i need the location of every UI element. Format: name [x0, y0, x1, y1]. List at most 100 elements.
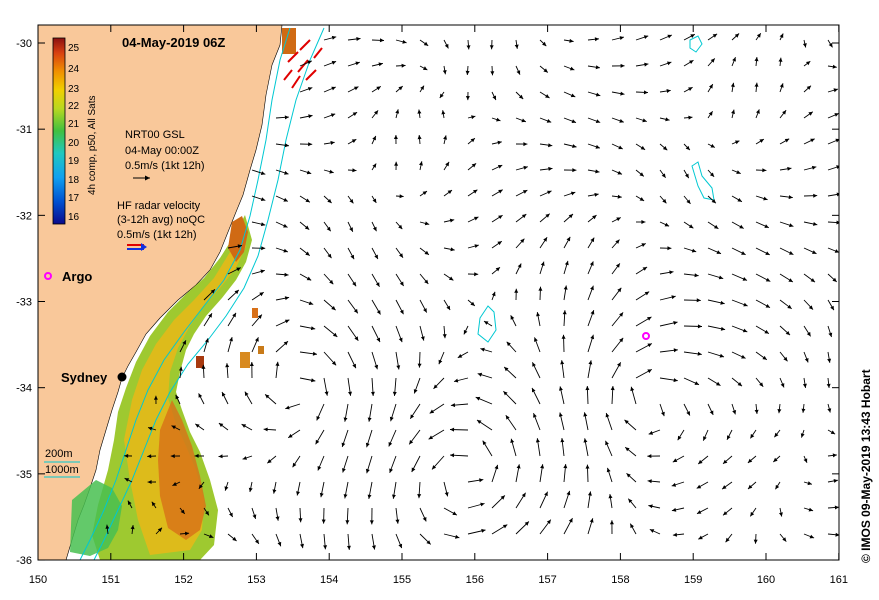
current-arrowhead: [727, 435, 731, 440]
colorbar-gradient: [52, 37, 66, 225]
current-arrowhead: [402, 39, 407, 44]
current-arrowhead: [802, 43, 807, 48]
current-arrowhead: [616, 217, 621, 222]
current-arrowhead: [450, 453, 455, 458]
current-arrowhead: [315, 439, 320, 445]
current-arrowhead: [672, 532, 677, 537]
current-arrowhead: [413, 389, 418, 394]
current-arrowhead: [376, 86, 381, 91]
radar-legend-line-1: HF radar velocity: [117, 200, 201, 212]
current-arrowhead: [351, 139, 357, 143]
current-arrowhead: [454, 378, 459, 383]
current-arrowhead: [566, 236, 571, 242]
current-arrowhead: [480, 502, 485, 507]
current-arrowhead: [532, 362, 536, 367]
current-arrowhead: [312, 351, 317, 356]
current-arrowhead: [510, 315, 515, 320]
current-arrowhead: [516, 464, 521, 469]
current-arrowhead: [718, 275, 724, 280]
current-arrowhead: [572, 144, 577, 148]
current-arrowhead: [388, 442, 393, 447]
x-tick-label: 156: [466, 574, 484, 586]
current-arrowhead: [543, 237, 548, 242]
current-arrowhead: [260, 222, 266, 227]
current-arrowhead: [457, 354, 463, 358]
current-arrowhead: [619, 36, 624, 40]
current-arrowhead: [569, 38, 574, 43]
current-arrowhead: [479, 478, 484, 483]
current-arrowhead: [263, 427, 268, 432]
current-arrowhead: [324, 391, 329, 396]
current-arrowhead: [352, 281, 357, 287]
current-arrowhead: [350, 254, 355, 260]
current-arrowhead: [750, 511, 755, 517]
current-arrowhead: [572, 168, 577, 173]
isobath-legend-200m: 200m: [45, 448, 73, 460]
current-arrowhead: [723, 511, 728, 516]
current-arrowhead: [780, 383, 785, 388]
sydney-label: Sydney: [61, 370, 108, 385]
current-arrowhead: [595, 119, 601, 123]
current-arrowhead: [506, 341, 511, 347]
y-tick-label: -31: [16, 124, 32, 136]
current-arrowhead: [697, 510, 702, 514]
current-arrowhead: [625, 447, 630, 452]
current-arrowhead: [690, 34, 695, 38]
current-arrowhead: [424, 250, 429, 255]
current-arrowhead: [548, 166, 553, 171]
current-arrowhead: [331, 60, 337, 65]
current-arrowhead: [296, 491, 300, 496]
current-arrowhead: [329, 279, 334, 285]
current-arrowhead: [470, 138, 475, 143]
x-tick-label: 158: [611, 574, 629, 586]
colorbar-tick-17: 17: [68, 193, 80, 204]
current-arrowhead: [731, 109, 735, 114]
current-arrowhead: [643, 90, 648, 95]
current-arrowhead: [473, 189, 478, 194]
current-arrowhead: [288, 433, 293, 438]
current-arrowhead: [283, 197, 288, 202]
current-arrowhead: [283, 223, 288, 228]
colorbar-tick-22: 22: [68, 101, 80, 112]
current-arrowhead: [252, 514, 257, 519]
y-tick-label: -34: [16, 383, 32, 395]
current-arrowhead: [716, 250, 721, 254]
current-arrowhead: [647, 369, 652, 374]
current-arrowhead: [185, 531, 190, 536]
current-arrowhead: [595, 65, 600, 70]
current-arrowhead: [617, 194, 622, 199]
current-arrowhead: [617, 287, 622, 293]
current-arrowhead: [147, 480, 152, 484]
current-arrowhead: [620, 91, 625, 96]
current-arrowhead: [399, 281, 404, 286]
current-arrowhead: [209, 534, 214, 538]
current-arrowhead: [563, 285, 568, 290]
current-arrowhead: [532, 387, 536, 393]
current-arrowhead: [538, 286, 543, 291]
current-arrowhead: [267, 459, 272, 464]
current-arrowhead: [198, 393, 203, 398]
current-arrowhead: [470, 301, 475, 306]
current-arrowhead: [225, 363, 230, 368]
plot-frame: [37, 24, 840, 561]
colorbar-tick-23: 23: [68, 84, 80, 95]
current-arrowhead: [194, 453, 199, 458]
current-arrowhead: [424, 279, 429, 284]
x-tick-label: 155: [393, 574, 411, 586]
current-arrowhead: [617, 170, 622, 175]
current-arrowhead: [833, 88, 838, 93]
current-arrowhead: [732, 57, 736, 62]
current-arrowhead: [170, 454, 175, 459]
current-arrowhead: [490, 71, 495, 76]
current-arrowhead: [741, 354, 746, 359]
current-arrowhead: [342, 468, 346, 473]
current-arrowhead: [241, 424, 247, 428]
current-arrowhead: [756, 109, 760, 114]
current-arrowhead: [229, 512, 233, 517]
current-arrowhead: [371, 391, 375, 396]
current-arrowhead: [785, 331, 790, 336]
colorbar-tick-16: 16: [68, 212, 80, 223]
current-arrowhead: [392, 391, 397, 396]
x-tick-label: 161: [830, 574, 848, 586]
